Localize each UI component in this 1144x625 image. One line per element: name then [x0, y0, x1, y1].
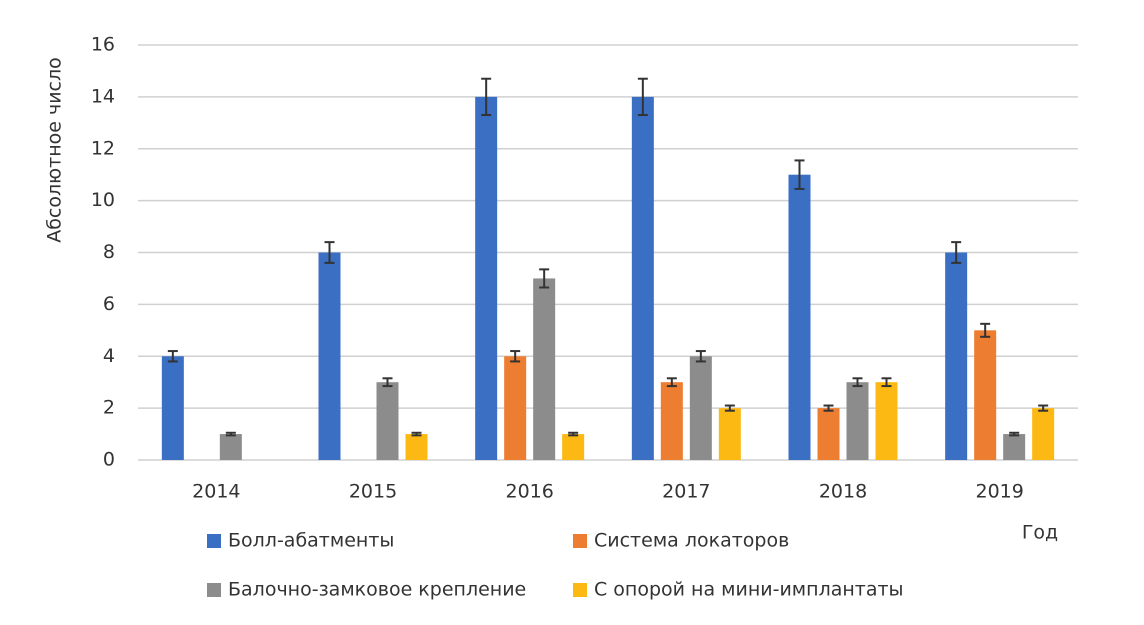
bar: [562, 434, 585, 460]
legend-swatch: [207, 534, 221, 548]
bar: [846, 382, 869, 460]
bar: [817, 408, 840, 460]
error-bar: [980, 322, 991, 338]
y-tick-label: 4: [103, 345, 115, 367]
y-tick-label: 6: [103, 293, 115, 315]
bar: [875, 382, 898, 460]
error-bar: [225, 431, 236, 437]
bar: [718, 408, 741, 460]
error-bar: [951, 241, 962, 264]
legend-swatch: [207, 583, 221, 597]
y-tick-label: 2: [103, 397, 115, 419]
error-bar: [1009, 431, 1020, 437]
error-bar: [637, 77, 648, 117]
legend-label: С опорой на мини-имплантаты: [594, 579, 904, 601]
error-bar: [568, 431, 579, 437]
bar: [533, 278, 556, 460]
bar: [405, 434, 428, 460]
x-tick-label: 2015: [349, 481, 397, 503]
bar: [974, 330, 997, 460]
error-bar: [881, 377, 892, 388]
x-axis-title: Год: [1022, 522, 1058, 544]
error-bar: [539, 268, 550, 289]
bar: [1003, 434, 1026, 460]
error-bar: [695, 350, 706, 363]
bar: [504, 356, 527, 460]
bar: [631, 96, 654, 460]
y-tick-label: 10: [91, 189, 115, 211]
bar: [161, 356, 184, 460]
error-bar: [823, 404, 834, 412]
y-tick-label: 16: [91, 34, 115, 56]
error-bar: [411, 431, 422, 437]
error-bar: [481, 77, 492, 117]
bar: [1032, 408, 1055, 460]
error-bar: [852, 377, 863, 388]
x-tick-label: 2014: [192, 481, 240, 503]
legend-label: Балочно-замковое крепление: [228, 579, 526, 601]
y-axis-title: Абсолютное число: [44, 57, 66, 243]
error-bar: [382, 377, 393, 388]
error-bar: [167, 350, 178, 363]
bar: [788, 174, 811, 460]
y-tick-label: 8: [103, 241, 115, 263]
bar: [660, 382, 683, 460]
x-tick-label: 2016: [505, 481, 553, 503]
legend-label: Болл-абатменты: [228, 530, 394, 552]
error-bar: [324, 241, 335, 264]
error-bar: [724, 404, 735, 412]
error-bar: [666, 377, 677, 388]
bar: [475, 96, 498, 460]
error-bar: [1038, 404, 1049, 412]
x-tick-label: 2019: [975, 481, 1023, 503]
bar: [945, 252, 968, 460]
legend-swatch: [573, 583, 587, 597]
y-tick-label: 12: [91, 137, 115, 159]
error-bar: [794, 159, 805, 190]
x-tick-label: 2018: [819, 481, 867, 503]
error-bar: [510, 350, 521, 363]
y-tick-label: 0: [103, 449, 115, 471]
x-tick-label: 2017: [662, 481, 710, 503]
bar: [318, 252, 341, 460]
bar: [219, 434, 242, 460]
legend-label: Система локаторов: [594, 530, 789, 552]
y-tick-label: 14: [91, 85, 115, 107]
bar: [689, 356, 712, 460]
bar: [376, 382, 399, 460]
legend-swatch: [573, 534, 587, 548]
